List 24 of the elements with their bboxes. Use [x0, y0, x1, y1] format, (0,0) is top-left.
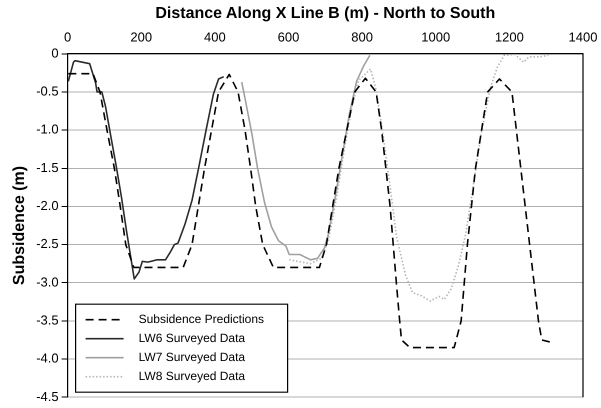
y-tick-label: -1.5 [36, 160, 59, 175]
legend-label: LW6 Surveyed Data [138, 331, 246, 346]
y-tick-label: -0.5 [36, 84, 59, 99]
y-tick-label: -4.5 [36, 388, 59, 404]
legend-label: Subsidence Predictions [138, 312, 264, 326]
y-tick-label: -1.0 [36, 122, 59, 137]
x-tick-label: 0 [64, 30, 72, 45]
y-tick-label: -3.5 [36, 312, 59, 328]
x-tick-label: 200 [130, 30, 152, 45]
x-tick-label: 800 [351, 30, 373, 45]
legend-label: LW8 Surveyed Data [138, 369, 246, 384]
y-tick-label: 0 [51, 45, 59, 60]
x-tick-label: 1200 [494, 30, 524, 45]
y-tick-label: -3.0 [36, 274, 59, 290]
y-tick-label: -4.0 [36, 350, 59, 366]
x-axis-title: Distance Along X Line B (m) - North to South [155, 5, 496, 22]
x-tick-label: 1400 [568, 30, 598, 45]
y-axis-title: Subsidence (m) [11, 166, 28, 286]
y-tick-label: -2.5 [36, 236, 59, 252]
x-tick-label: 600 [278, 30, 300, 45]
x-tick-label: 400 [204, 30, 226, 45]
y-tick-label: -2.0 [36, 198, 59, 213]
legend-label: LW7 Surveyed Data [138, 350, 246, 364]
x-tick-label: 1000 [421, 30, 450, 45]
